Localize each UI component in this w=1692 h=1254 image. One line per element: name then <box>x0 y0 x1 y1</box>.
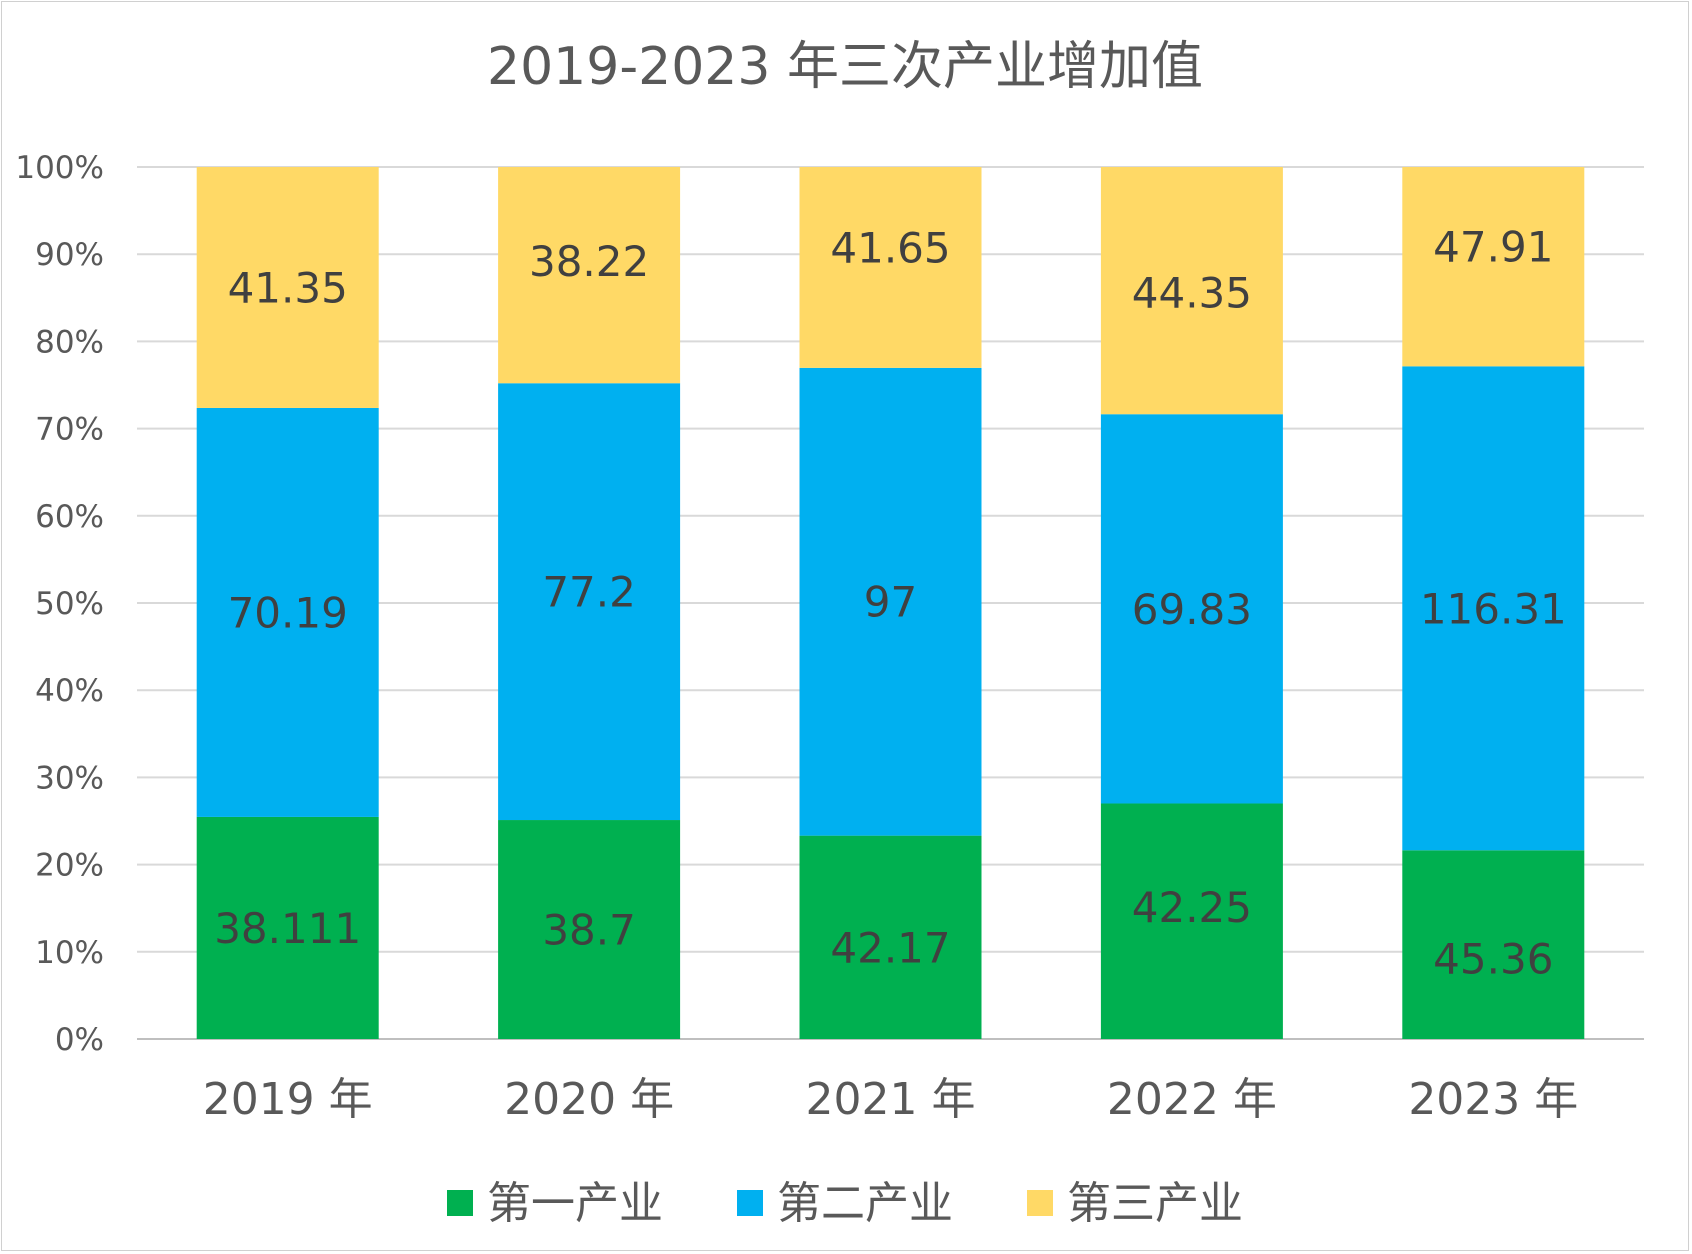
data-label: 42.25 <box>1132 883 1252 932</box>
y-tick-label: 80% <box>35 324 104 360</box>
data-labels: 38.111 70.19 41.35 38.7 77.2 38.22 42.17 97 41.6… <box>214 223 1567 984</box>
y-tick-label: 0% <box>55 1022 104 1058</box>
x-tick-label: 2020 年 <box>504 1074 674 1125</box>
legend-swatch <box>447 1190 473 1216</box>
bar-segment <box>1402 850 1585 1039</box>
bar-segment <box>498 383 681 821</box>
data-label: 42.17 <box>830 923 950 972</box>
data-label: 44.35 <box>1132 269 1252 318</box>
bar-segment <box>498 167 681 384</box>
bar-segment <box>1100 414 1283 804</box>
x-tick-label: 2023 年 <box>1408 1074 1578 1125</box>
bar-segment <box>1402 366 1585 851</box>
bar-segment <box>799 367 982 836</box>
legend-swatch <box>737 1190 763 1216</box>
x-tick-label: 2019 年 <box>203 1074 373 1125</box>
y-tick-label: 50% <box>35 586 104 622</box>
data-label: 70.19 <box>228 588 348 637</box>
bars <box>196 167 1585 1039</box>
chart-title: 2019-2023 年三次产业增加值 <box>487 37 1203 97</box>
data-label: 41.35 <box>228 263 348 312</box>
bar-segment <box>196 407 379 817</box>
bar-segment <box>799 167 982 368</box>
bar-segment <box>196 167 379 408</box>
bar-segment <box>1402 167 1585 367</box>
bar-segment <box>799 835 982 1039</box>
y-tick-label: 90% <box>35 237 104 273</box>
data-label: 45.36 <box>1433 935 1553 984</box>
data-label: 69.83 <box>1132 585 1252 634</box>
data-label: 97 <box>864 578 917 627</box>
legend-label: 第三产业 <box>1067 1178 1243 1229</box>
y-axis: 0% 10% 20% 30% 40% 50% 60% 70% 80% 90% 100% <box>15 150 104 1058</box>
data-label: 41.65 <box>830 223 950 272</box>
legend: 第一产业 第二产业 第三产业 <box>447 1178 1243 1229</box>
bar-segment <box>1100 167 1283 415</box>
x-tick-label: 2021 年 <box>806 1074 976 1125</box>
legend-label: 第一产业 <box>487 1178 663 1229</box>
y-tick-label: 20% <box>35 848 104 884</box>
bar-segment <box>498 820 681 1039</box>
y-tick-label: 10% <box>35 935 104 971</box>
data-label: 38.22 <box>529 237 649 286</box>
bar-segment <box>196 816 379 1039</box>
y-tick-label: 60% <box>35 499 104 535</box>
y-tick-label: 40% <box>35 673 104 709</box>
y-tick-label: 30% <box>35 760 104 796</box>
legend-swatch <box>1027 1190 1053 1216</box>
legend-label: 第二产业 <box>777 1178 953 1229</box>
data-label: 47.91 <box>1433 223 1553 272</box>
data-label: 77.2 <box>542 568 636 617</box>
y-tick-label: 100% <box>15 150 104 186</box>
data-label: 38.111 <box>214 904 361 953</box>
x-tick-label: 2022 年 <box>1107 1074 1277 1125</box>
bar-segment <box>1100 803 1283 1039</box>
x-axis: 2019 年 2020 年 2021 年 2022 年 2023 年 <box>203 1074 1579 1125</box>
y-tick-label: 70% <box>35 412 104 448</box>
data-label: 116.31 <box>1420 584 1567 633</box>
data-label: 38.7 <box>542 906 636 955</box>
